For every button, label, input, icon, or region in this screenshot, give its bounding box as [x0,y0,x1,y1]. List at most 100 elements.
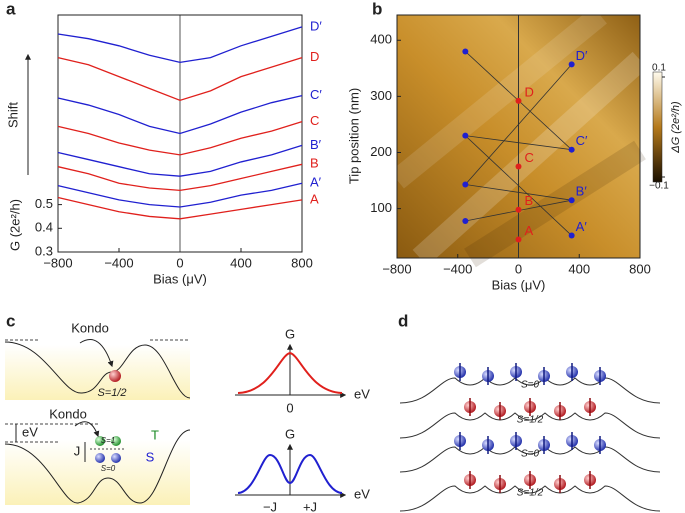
point-label: A′ [576,219,588,234]
tick-label: +J [303,499,317,513]
axis-label: eV [354,386,370,401]
spin-label: S=0 [521,449,540,460]
series-label: C [310,113,319,128]
potential [4,429,191,504]
point [515,163,522,170]
point-label: C [525,150,534,165]
spin [95,436,105,446]
double-peak [237,453,343,494]
point-label: D′ [576,48,588,63]
series-line [57,196,303,220]
arrow [74,421,100,438]
series-line [57,57,303,102]
heatmap-band [412,51,648,267]
x-tick-label: −800 [43,255,72,270]
label: S [146,449,155,464]
spin-label: S=1/2 [517,488,544,499]
background [5,440,190,505]
panel-label: d [398,311,408,330]
series-line [57,26,303,64]
series-label: A [310,191,319,206]
spin-label: S=1/2 [517,415,544,426]
y-tick-label: 0.5 [35,196,53,211]
series-label: D′ [310,18,322,33]
x-tick-label: −400 [443,261,472,276]
x-axis-label: Bias (μV) [492,277,546,292]
plot-frame [57,14,303,253]
point-label: C′ [576,133,588,148]
tick-label: −J [263,499,277,513]
point [515,206,522,213]
spin [111,436,121,446]
y-axis-label: G (2e²/h) [7,199,22,251]
series-line [57,182,303,208]
colorbar-tick-label: 0.1 [652,63,666,74]
point [462,132,469,139]
substrate [399,412,661,439]
spin [95,453,105,463]
lorentzian [237,351,343,394]
substrate [399,485,661,512]
y-tick-label: 0.4 [35,220,53,235]
x-tick-label: 0 [515,261,522,276]
point [462,181,469,188]
y-tick-label: 300 [370,88,392,103]
point [462,217,469,224]
label: S=0 [101,464,116,473]
x-tick-label: −400 [104,255,133,270]
axis-label: eV [354,486,370,501]
point-label: D [525,84,534,99]
series-line [57,121,303,156]
x-tick-label: 400 [568,261,590,276]
x-axis-label: Bias (μV) [153,271,207,286]
point [568,232,575,239]
spin-label: S=0 [521,380,540,391]
y-tick-label: 400 [370,32,392,47]
series-line [57,94,303,135]
heatmap-band [390,6,607,189]
spin [111,453,121,463]
label: J [74,443,81,458]
series-label: C′ [310,87,322,102]
arrow [79,339,114,368]
colorbar-tick-label: −0.1 [649,181,669,192]
label: T [151,427,159,442]
point [515,236,522,243]
point-label: B [525,193,534,208]
panel-label: c [6,311,15,330]
series-label: B [310,156,319,171]
annotation: Shift [5,102,20,128]
label: eV [22,424,38,439]
x-tick-label: 800 [291,255,313,270]
panel-c-diagram [4,339,347,505]
point [568,146,575,153]
label: S=1/2 [97,387,126,399]
label: Kondo [71,320,109,335]
tick-label: 0 [286,400,293,415]
colorbar-label: ΔG (2e²/h) [670,101,682,154]
y-tick-label: 100 [370,200,392,215]
label: Kondo [49,406,87,421]
background [5,345,190,400]
point-label: A [525,223,534,238]
series-label: D [310,49,319,64]
panel-label: b [372,0,382,18]
point [515,97,522,104]
bracket [15,424,86,462]
point [462,48,469,55]
axis-label: G [285,326,295,341]
series-line [57,144,303,177]
point [568,197,575,204]
series-label: B′ [310,137,322,152]
point [568,61,575,68]
spin [109,370,121,382]
y-tick-label: 200 [370,144,392,159]
point-label: B′ [576,184,588,199]
heatmap-band [464,140,646,268]
x-tick-label: 800 [629,261,651,276]
colorbar [652,71,663,183]
series-label: A′ [310,175,322,190]
label: S=1 [101,436,115,445]
axis-label: G [285,426,295,441]
